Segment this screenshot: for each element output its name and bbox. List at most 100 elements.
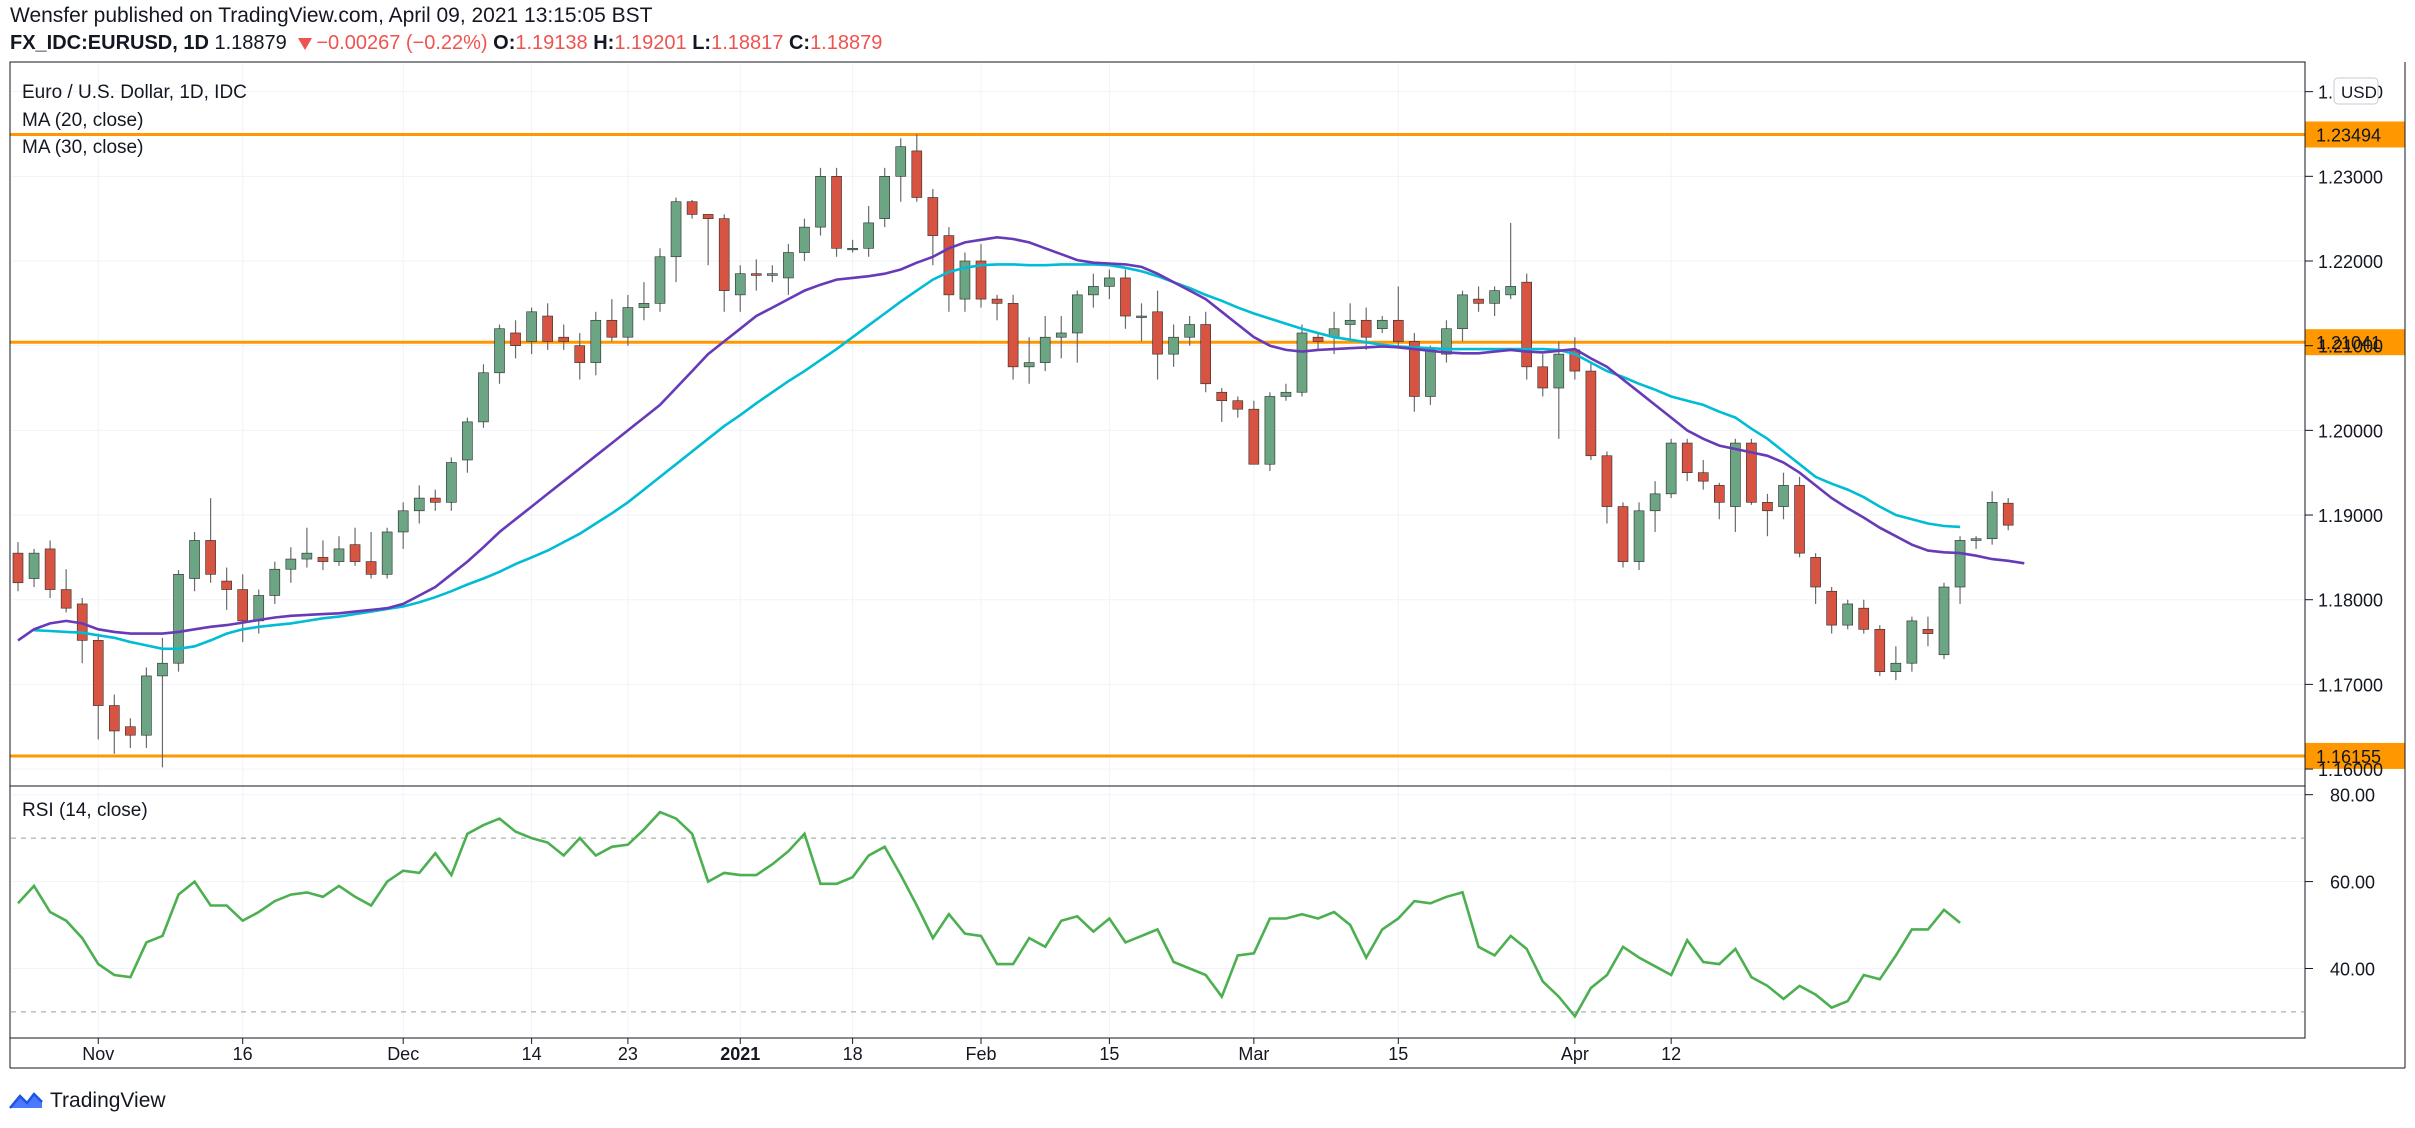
legend-title: Euro / U.S. Dollar, 1D, IDC xyxy=(22,82,247,103)
rsi-tick-label: 80.00 xyxy=(2330,786,2375,806)
candle-body xyxy=(1746,442,1757,503)
candle-body xyxy=(815,176,826,228)
candle-body xyxy=(1104,277,1115,287)
time-tick-label: Feb xyxy=(965,1044,996,1064)
candle-body xyxy=(1633,510,1645,562)
candle-body xyxy=(28,552,40,579)
tradingview-logo-icon xyxy=(9,1092,43,1109)
candle-body xyxy=(1762,502,1773,512)
rsi-tick-label: 60.00 xyxy=(2330,873,2375,893)
candle-body xyxy=(1168,336,1179,355)
candle-body xyxy=(1826,590,1837,626)
candle-body xyxy=(1714,485,1725,503)
candle-body xyxy=(975,260,987,300)
open-value: 1.19138 xyxy=(515,32,588,54)
candle-body xyxy=(670,201,682,258)
down-arrow-icon xyxy=(298,37,313,50)
candle-body xyxy=(1216,391,1228,402)
time-tick-label: Dec xyxy=(387,1044,419,1064)
candle-body xyxy=(799,226,810,253)
candle-body xyxy=(60,589,72,609)
price-tick-label: 1.20000 xyxy=(2318,421,2383,441)
level-price-badge xyxy=(2305,329,2405,356)
time-tick-label: Apr xyxy=(1561,1044,1589,1064)
close-label: C: xyxy=(788,32,811,54)
candle-body xyxy=(109,705,120,732)
candle-body xyxy=(1232,400,1244,410)
candle-body xyxy=(1585,370,1597,457)
level-price-label: 1.16155 xyxy=(2316,747,2381,767)
high-label: H: xyxy=(593,32,615,54)
candle-body xyxy=(1007,303,1019,368)
candle-body xyxy=(1890,662,1902,672)
candle-body xyxy=(1425,349,1436,397)
candle-body xyxy=(1296,332,1308,393)
legend-ma30: MA (30, close) xyxy=(22,137,144,158)
candle-body xyxy=(895,146,907,177)
candle-body xyxy=(381,531,393,575)
main-pane-frame xyxy=(9,61,2306,787)
candle-body xyxy=(831,176,842,249)
candle-body xyxy=(1617,506,1629,562)
candle-body xyxy=(92,640,104,706)
candle-body xyxy=(317,557,329,562)
published-line: Wensfer published on TradingView.com, Ap… xyxy=(10,4,653,27)
candle-body xyxy=(702,214,714,219)
candle-body xyxy=(1601,455,1613,507)
candle-body xyxy=(285,558,297,570)
candle-body xyxy=(1954,540,1966,588)
candle-body xyxy=(1922,629,1934,634)
candle-body xyxy=(12,552,24,584)
candle-body xyxy=(221,580,232,590)
ma30-line xyxy=(33,263,1961,651)
candle-body xyxy=(863,222,874,249)
axes: 1.16000 1.17000 1.18000 1.19000 1.20000 1.210… xyxy=(9,61,2406,1069)
candle-body xyxy=(1023,362,1035,368)
currency-label: USD xyxy=(2341,83,2377,102)
candle-body xyxy=(173,574,184,664)
price-tick-label: 1.21000 xyxy=(2318,337,2383,357)
candle-body xyxy=(1184,324,1195,338)
candle-body xyxy=(750,273,762,276)
low-label: L: xyxy=(692,32,712,54)
candle-body xyxy=(333,548,345,562)
open-label: O: xyxy=(493,32,516,54)
ohlc-line: FX_IDC:EURUSD, 1D 1.18879 −0.00267 (−0.2… xyxy=(10,32,882,55)
candle-body xyxy=(1505,286,1516,296)
candle-body xyxy=(253,595,265,622)
time-tick-label: Mar xyxy=(1238,1044,1269,1064)
candle-body xyxy=(237,589,248,622)
last-price: 1.18879 xyxy=(214,32,287,54)
candle-body xyxy=(1088,286,1099,296)
candle-body xyxy=(1986,502,1998,540)
candle-body xyxy=(1055,332,1067,338)
candle-body xyxy=(606,319,618,338)
time-tick-label: 12 xyxy=(1661,1044,1681,1064)
candle-body xyxy=(1248,408,1260,465)
candle-body xyxy=(1970,538,1982,541)
candle-body xyxy=(783,252,794,279)
candle-body xyxy=(1441,328,1452,355)
price-tick-label: 1.17000 xyxy=(2318,675,2383,695)
candle-body xyxy=(1697,472,1709,482)
time-tick-label: 2021 xyxy=(720,1044,760,1064)
candle-body xyxy=(44,548,56,590)
ma20-line xyxy=(17,235,2025,642)
price-tick-label: 1.19000 xyxy=(2318,506,2383,526)
candle-body xyxy=(2002,502,2014,526)
candle-body xyxy=(349,544,361,562)
candle-body xyxy=(1858,607,1870,630)
price-tick-label: 1.18000 xyxy=(2318,591,2383,611)
candle-body xyxy=(1360,319,1372,338)
candle-body xyxy=(462,421,473,461)
candle-body xyxy=(959,260,971,300)
footer-brand[interactable]: TradingView xyxy=(8,1086,166,1116)
candle-body xyxy=(1120,277,1131,317)
candle-body xyxy=(1665,442,1677,495)
candle-body xyxy=(1537,366,1549,389)
candle-body xyxy=(574,345,586,363)
level-price-badge xyxy=(2305,742,2405,769)
candle-body xyxy=(397,510,409,533)
candle-body xyxy=(991,298,1003,304)
